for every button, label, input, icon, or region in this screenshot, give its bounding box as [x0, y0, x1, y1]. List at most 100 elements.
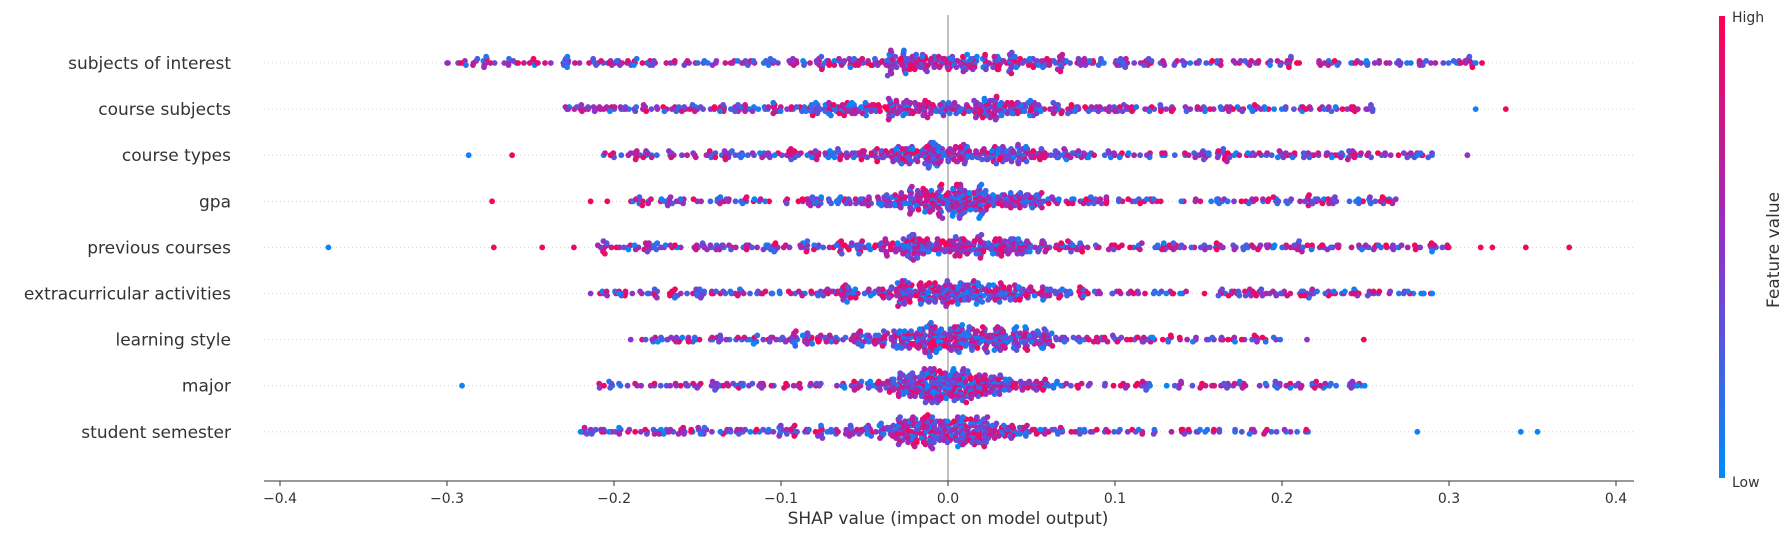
- shap-point: [1273, 428, 1280, 435]
- shap-point: [1396, 60, 1402, 66]
- shap-point: [1364, 62, 1371, 68]
- shap-point: [1041, 426, 1048, 433]
- shap-point: [1024, 238, 1030, 245]
- shap-point: [967, 64, 974, 71]
- shap-point: [976, 215, 982, 222]
- shap-point: [755, 288, 761, 295]
- shap-point: [1296, 238, 1302, 245]
- shap-point: [596, 104, 603, 110]
- shap-point: [784, 106, 790, 112]
- shap-point: [922, 208, 928, 215]
- shap-point: [1429, 150, 1435, 157]
- shap-point: [1202, 382, 1209, 389]
- shap-point: [782, 338, 789, 345]
- shap-point: [784, 196, 791, 203]
- shap-point: [867, 378, 874, 385]
- shap-point: [750, 58, 757, 64]
- shap-point: [828, 338, 835, 345]
- shap-point: [1351, 154, 1358, 161]
- shap-point: [1325, 104, 1332, 110]
- shap-point: [900, 250, 906, 257]
- shap-point: [1122, 64, 1129, 71]
- shap-point: [1029, 426, 1036, 433]
- shap-point: [662, 242, 669, 249]
- shap-point: [971, 97, 977, 104]
- shap-point: [874, 62, 881, 68]
- shap-point: [804, 238, 811, 245]
- shap-point: [978, 181, 985, 188]
- shap-point: [720, 102, 726, 108]
- shap-point: [1105, 148, 1112, 154]
- shap-point: [1124, 428, 1131, 435]
- shap-point: [809, 340, 816, 347]
- shap-point: [1294, 246, 1301, 253]
- shap-point: [1170, 106, 1177, 112]
- shap-point: [1035, 62, 1042, 68]
- shap-point: [1039, 292, 1046, 299]
- shap-point: [877, 108, 883, 115]
- shap-point: [878, 202, 885, 209]
- shap-point: [990, 282, 997, 288]
- shap-point: [1001, 192, 1008, 198]
- shap-point: [902, 194, 909, 201]
- shap-point: [895, 303, 901, 309]
- shap-point: [1058, 110, 1065, 117]
- shap-point: [867, 292, 874, 299]
- shap-point: [896, 246, 903, 253]
- shap-point: [940, 112, 947, 119]
- shap-point: [982, 391, 989, 397]
- shap-point: [955, 393, 961, 400]
- shap-point: [1216, 200, 1222, 207]
- shap-point: [823, 338, 830, 345]
- shap-point: [638, 382, 644, 389]
- shap-point: [1027, 97, 1034, 104]
- shap-point: [1075, 384, 1081, 391]
- shap-point: [903, 97, 910, 104]
- x-tick-label: −0.4: [263, 491, 297, 507]
- shap-point: [765, 242, 771, 249]
- shap-point: [966, 324, 973, 330]
- shap-point: [842, 334, 849, 341]
- shap-point: [709, 428, 715, 435]
- shap-point: [1257, 242, 1264, 249]
- shap-point: [1396, 290, 1402, 297]
- shap-point: [1021, 108, 1028, 115]
- shap-point: [1132, 198, 1139, 205]
- shap-point: [1363, 106, 1370, 112]
- shap-point: [1214, 154, 1221, 161]
- shap-point: [1250, 426, 1257, 433]
- shap-point: [695, 424, 702, 431]
- shap-point: [893, 435, 899, 441]
- shap-point: [769, 334, 776, 341]
- shap-point: [1450, 58, 1457, 64]
- shap-point: [996, 299, 1003, 305]
- shap-point: [1287, 290, 1294, 297]
- shap-point: [1048, 330, 1055, 337]
- shap-point: [1105, 108, 1112, 115]
- shap-point: [594, 242, 601, 249]
- shap-point: [1268, 428, 1275, 435]
- shap-point: [844, 299, 850, 305]
- shap-point: [1379, 194, 1386, 201]
- shap-point: [808, 102, 815, 108]
- shap-point: [889, 112, 896, 119]
- shap-point: [742, 102, 748, 108]
- shap-point: [1087, 428, 1094, 435]
- shap-point: [985, 435, 992, 441]
- shap-point: [1144, 152, 1150, 159]
- shap-point: [969, 439, 975, 446]
- shap-point: [1367, 194, 1373, 201]
- shap-point: [1372, 198, 1379, 205]
- shap-point: [639, 60, 646, 66]
- shap-point: [1094, 338, 1101, 345]
- shap-point: [666, 148, 672, 154]
- shap-point: [776, 288, 783, 295]
- shap-point: [883, 384, 890, 391]
- shap-point: [991, 391, 998, 397]
- shap-point: [1057, 424, 1064, 431]
- shap-point: [669, 106, 675, 112]
- shap-point: [1534, 428, 1541, 435]
- shap-point: [1246, 62, 1253, 68]
- shap-point: [614, 58, 620, 64]
- shap-point: [822, 150, 829, 157]
